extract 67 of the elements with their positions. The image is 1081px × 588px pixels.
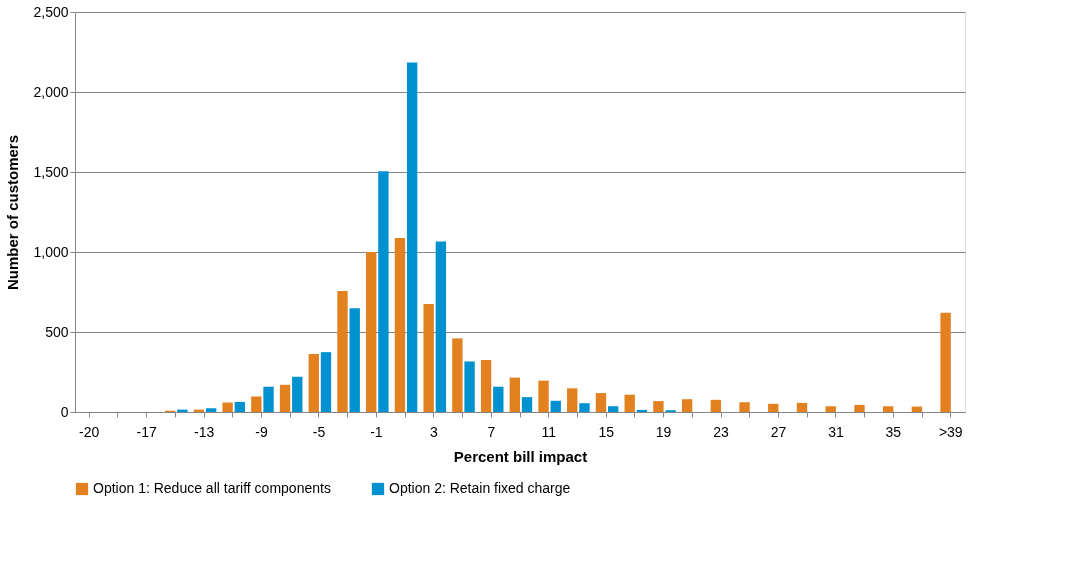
bar bbox=[320, 352, 332, 412]
bar bbox=[263, 386, 274, 412]
bar bbox=[550, 400, 561, 412]
bar bbox=[394, 237, 406, 412]
bar bbox=[739, 402, 750, 412]
bar bbox=[521, 397, 533, 412]
bar bbox=[768, 403, 779, 412]
x-tick-label: -9 bbox=[255, 423, 268, 440]
y-tick-label: 1,500 bbox=[33, 163, 69, 180]
bar bbox=[624, 394, 635, 412]
x-tick-label: 3 bbox=[429, 423, 438, 440]
bar bbox=[205, 408, 217, 412]
bar bbox=[493, 386, 504, 412]
x-tick-label: 23 bbox=[713, 423, 730, 440]
x-tick-label: -20 bbox=[79, 423, 100, 440]
x-tick-label: -17 bbox=[136, 423, 157, 440]
x-tick-label: 31 bbox=[828, 423, 844, 440]
y-tick-label: 500 bbox=[45, 323, 69, 340]
bar bbox=[279, 384, 291, 412]
bar bbox=[349, 308, 360, 412]
bar bbox=[423, 304, 434, 412]
bar bbox=[292, 376, 303, 412]
x-tick-label: -1 bbox=[370, 423, 383, 440]
legend-label: Option 2: Retain fixed charge bbox=[389, 480, 571, 496]
bar bbox=[452, 338, 463, 412]
x-tick-label: -13 bbox=[193, 423, 215, 440]
bar bbox=[940, 312, 951, 412]
bar bbox=[251, 396, 262, 412]
legend-label: Option 1: Reduce all tariff components bbox=[93, 480, 331, 496]
bar bbox=[378, 171, 389, 412]
bar bbox=[579, 403, 590, 412]
bar bbox=[464, 361, 475, 412]
x-tick-label: 27 bbox=[770, 423, 787, 440]
bar bbox=[710, 399, 722, 412]
bar bbox=[406, 62, 418, 412]
x-axis-title: Percent bill impact bbox=[453, 447, 588, 465]
bar bbox=[681, 399, 693, 412]
bar bbox=[234, 401, 246, 412]
y-tick-label: 2,000 bbox=[33, 83, 69, 100]
bar bbox=[854, 404, 865, 412]
y-tick-label: 2,500 bbox=[33, 3, 69, 20]
x-tick-label: >39 bbox=[938, 423, 963, 440]
bar bbox=[825, 406, 836, 412]
bar bbox=[653, 401, 664, 412]
bar bbox=[796, 402, 808, 412]
bar bbox=[567, 388, 578, 412]
bar bbox=[222, 402, 233, 412]
bar bbox=[308, 353, 319, 412]
y-tick-label: 0 bbox=[60, 403, 69, 420]
bar bbox=[595, 393, 607, 412]
x-tick-label: 15 bbox=[598, 423, 615, 440]
bar bbox=[366, 252, 377, 412]
bar bbox=[337, 291, 348, 412]
bar bbox=[607, 406, 619, 412]
bar bbox=[636, 409, 648, 412]
bar bbox=[435, 241, 447, 412]
y-axis-title: Number of customers bbox=[4, 134, 22, 291]
bar bbox=[509, 377, 520, 412]
bar bbox=[480, 360, 492, 412]
bar bbox=[882, 406, 894, 412]
bar bbox=[538, 380, 549, 412]
x-tick-label: 7 bbox=[487, 423, 496, 440]
x-tick-label: 35 bbox=[885, 423, 902, 440]
x-tick-label: 19 bbox=[655, 423, 672, 440]
y-tick-label: 1,000 bbox=[33, 243, 69, 260]
x-tick-label: 11 bbox=[541, 423, 557, 440]
x-tick-label: -5 bbox=[312, 423, 326, 440]
